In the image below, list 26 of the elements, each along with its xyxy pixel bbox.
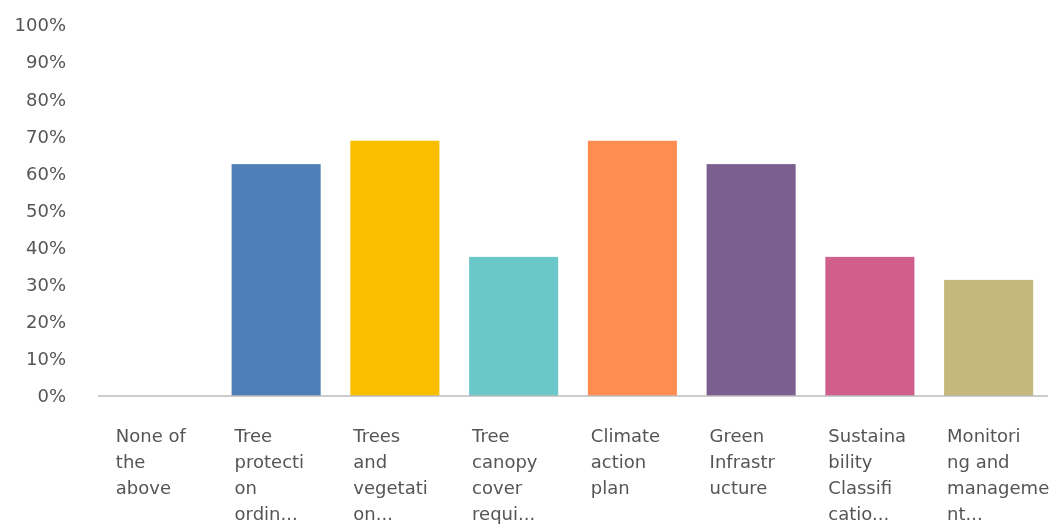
y-tick-label: 70%: [25, 125, 66, 147]
x-tick-label: Climate action plan: [590, 425, 661, 498]
x-tick-label: Green Infrastructure: [709, 425, 776, 498]
y-tick-label: 10%: [25, 348, 66, 370]
bar: [350, 140, 440, 396]
y-tick-label: 20%: [25, 311, 66, 333]
x-tick-label: Tree protection ordin...: [233, 425, 305, 524]
x-tick-label: None of the above: [115, 425, 187, 498]
x-tick-label: Tree canopy cover requi...: [471, 425, 538, 524]
bar: [469, 256, 559, 396]
x-tick-label: Trees and vegetation...: [352, 425, 428, 524]
y-tick-label: 90%: [25, 51, 66, 73]
bar: [587, 140, 677, 396]
bar: [231, 164, 321, 396]
y-tick-label: 30%: [25, 274, 66, 295]
y-tick-label: 80%: [25, 88, 66, 110]
bar: [825, 256, 915, 396]
y-tick-label: 60%: [25, 162, 66, 184]
x-tick-label: Sustainability Classificatio...: [828, 425, 907, 524]
y-tick-label: 40%: [25, 236, 66, 258]
bar: [944, 279, 1034, 396]
y-tick-label: 100%: [14, 14, 66, 36]
bar: [706, 164, 796, 396]
y-tick-label: 0%: [37, 385, 66, 407]
y-tick-label: 50%: [25, 199, 66, 221]
x-tick-label: Monitoring and management...: [947, 425, 1050, 524]
